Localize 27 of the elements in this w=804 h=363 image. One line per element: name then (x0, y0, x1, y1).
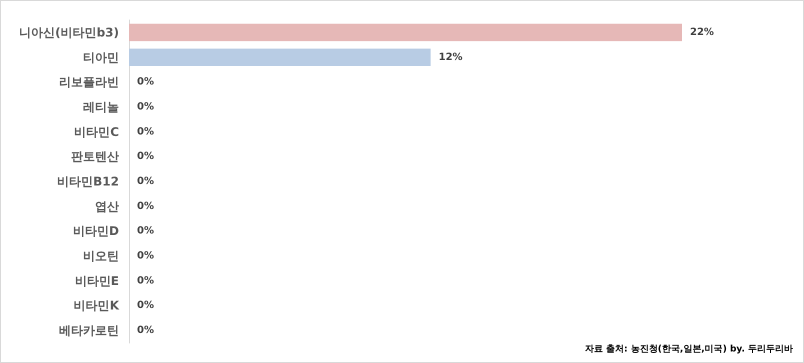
y-tick-label: 비타민D (73, 224, 120, 238)
data-label: 0% (137, 151, 154, 162)
data-label: 22% (690, 26, 714, 38)
y-tick-label: 비타민E (74, 274, 119, 288)
data-label: 0% (137, 76, 154, 88)
y-tick-label: 비타민C (74, 124, 120, 139)
y-tick-label: 비타민B12 (57, 174, 119, 188)
y-tick-label: 티아민 (83, 50, 119, 64)
data-label: 0% (137, 200, 154, 212)
y-tick-label: 리보플라빈 (59, 75, 119, 90)
y-tick-label: 엽산 (95, 199, 119, 214)
y-tick-label: 레티놀 (83, 100, 119, 114)
data-label: 0% (137, 275, 154, 286)
y-tick-label: 베타카로틴 (59, 324, 119, 338)
y-tick-label: 니아신(비타민b3) (19, 25, 119, 40)
data-label: 0% (137, 176, 154, 187)
y-tick-label: 판토텐산 (71, 150, 119, 164)
data-label: 0% (137, 101, 154, 112)
data-label: 0% (137, 325, 154, 336)
y-tick-label: 비타민K (74, 298, 120, 313)
data-label: 0% (137, 250, 154, 262)
data-label: 0% (137, 300, 154, 312)
data-label: 0% (137, 126, 154, 138)
y-tick-label: 비오틴 (83, 249, 119, 264)
data-label: 12% (438, 52, 463, 63)
text: 자료 출처: 농진청(한국,일본,미국) by. 두리두리바 (584, 344, 794, 354)
data-label: 0% (137, 226, 154, 237)
